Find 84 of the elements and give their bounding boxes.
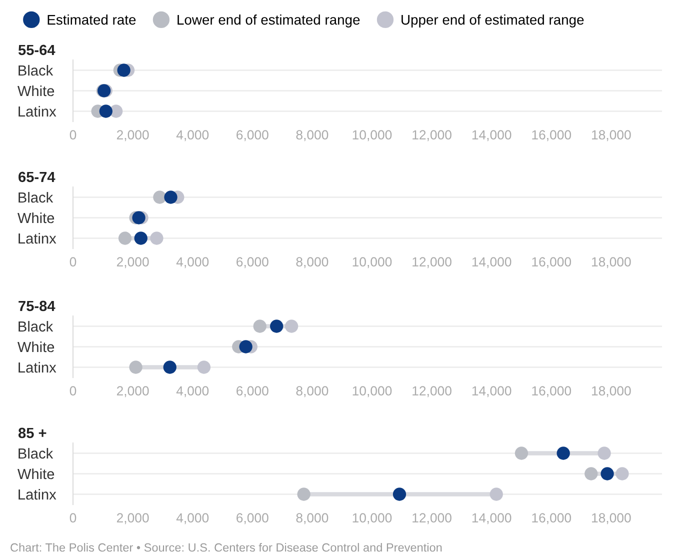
point — [117, 64, 130, 77]
x-tick-label: 0 — [70, 130, 76, 140]
x-tick-label: 4,000 — [176, 257, 209, 268]
y-tick-label: White — [18, 468, 54, 480]
point — [197, 360, 211, 374]
x-tick-label: 12,000 — [412, 130, 452, 142]
legend-label: Upper end of estimated range — [402, 14, 584, 28]
point — [600, 467, 614, 480]
x-tick-label: 4,000 — [176, 130, 209, 142]
y-tick-label: Black — [18, 448, 54, 459]
point — [150, 232, 164, 245]
point — [270, 320, 284, 333]
x-tick-label: 2,000 — [116, 257, 149, 268]
x-tick-label: 16,000 — [532, 130, 572, 142]
y-tick-label: Latinx — [18, 362, 56, 373]
point — [239, 340, 252, 354]
y-tick-label: White — [18, 85, 54, 96]
point — [134, 232, 148, 245]
y-tick-label: White — [18, 341, 54, 352]
x-tick-label: 6,000 — [236, 130, 268, 142]
legend-label: Estimated rate — [48, 14, 136, 25]
point — [514, 446, 528, 460]
x-tick-label: 4,000 — [176, 386, 209, 398]
legend-label: Lower end of estimated range — [178, 14, 360, 28]
x-tick-label: 8,000 — [296, 257, 328, 268]
point — [253, 320, 266, 333]
x-tick-label: 0 — [70, 513, 76, 523]
y-tick-label: Latinx — [18, 106, 56, 117]
x-tick-label: 6,000 — [236, 257, 268, 268]
x-tick-label: 12,000 — [412, 257, 452, 268]
x-tick-label: 8,000 — [296, 386, 328, 398]
y-tick-label: Black — [18, 64, 54, 76]
point — [284, 320, 298, 333]
x-tick-label: 8,000 — [296, 130, 328, 142]
chart-title: 55-64 — [18, 44, 56, 56]
chart-title: 85 + — [18, 428, 46, 438]
x-tick-label: 12,000 — [412, 386, 452, 398]
point — [616, 467, 629, 480]
point — [598, 446, 611, 460]
point — [132, 211, 146, 224]
point — [584, 467, 598, 480]
chart-title: 75-84 — [18, 300, 56, 312]
point — [392, 488, 406, 501]
x-tick-label: 18,000 — [592, 386, 631, 398]
x-tick-label: 6,000 — [236, 513, 268, 524]
x-tick-label: 14,000 — [472, 513, 512, 524]
x-tick-label: 14,000 — [472, 257, 512, 268]
x-tick-label: 14,000 — [472, 130, 512, 142]
y-tick-label: Latinx — [18, 488, 56, 500]
x-tick-label: 16,000 — [532, 513, 572, 524]
point — [118, 232, 132, 245]
chart-title: 65-74 — [18, 172, 56, 182]
x-tick-label: 0 — [70, 257, 76, 267]
point — [490, 488, 503, 501]
x-tick-label: 10,000 — [352, 257, 392, 268]
point — [556, 446, 570, 460]
x-tick-label: 8,000 — [296, 513, 328, 524]
x-tick-label: 10,000 — [352, 386, 392, 398]
x-tick-label: 10,000 — [352, 513, 392, 524]
x-tick-label: 4,000 — [176, 513, 209, 524]
x-tick-label: 16,000 — [532, 386, 572, 398]
point — [164, 190, 178, 204]
x-tick-label: 18,000 — [592, 257, 631, 268]
x-tick-label: 18,000 — [592, 130, 631, 142]
point — [99, 104, 112, 118]
x-tick-label: 6,000 — [236, 386, 268, 398]
y-tick-label: Black — [18, 320, 54, 332]
point — [129, 360, 142, 374]
x-tick-label: 2,000 — [116, 513, 149, 524]
x-tick-label: 0 — [70, 386, 76, 396]
point — [163, 360, 176, 374]
y-tick-label: White — [18, 212, 54, 224]
point — [153, 190, 166, 204]
text: Chart: The Polis Center • Source: U.S. Centers for Disease Control and Prevention — [10, 542, 442, 552]
x-tick-label: 10,000 — [352, 130, 392, 142]
x-tick-label: 16,000 — [532, 257, 572, 268]
x-tick-label: 14,000 — [472, 386, 512, 398]
x-tick-label: 2,000 — [116, 386, 149, 398]
x-tick-label: 18,000 — [592, 513, 631, 524]
y-tick-label: Latinx — [18, 232, 56, 244]
x-tick-label: 2,000 — [116, 130, 149, 142]
point — [297, 488, 310, 501]
x-tick-label: 12,000 — [412, 513, 452, 524]
y-tick-label: Black — [18, 192, 54, 203]
